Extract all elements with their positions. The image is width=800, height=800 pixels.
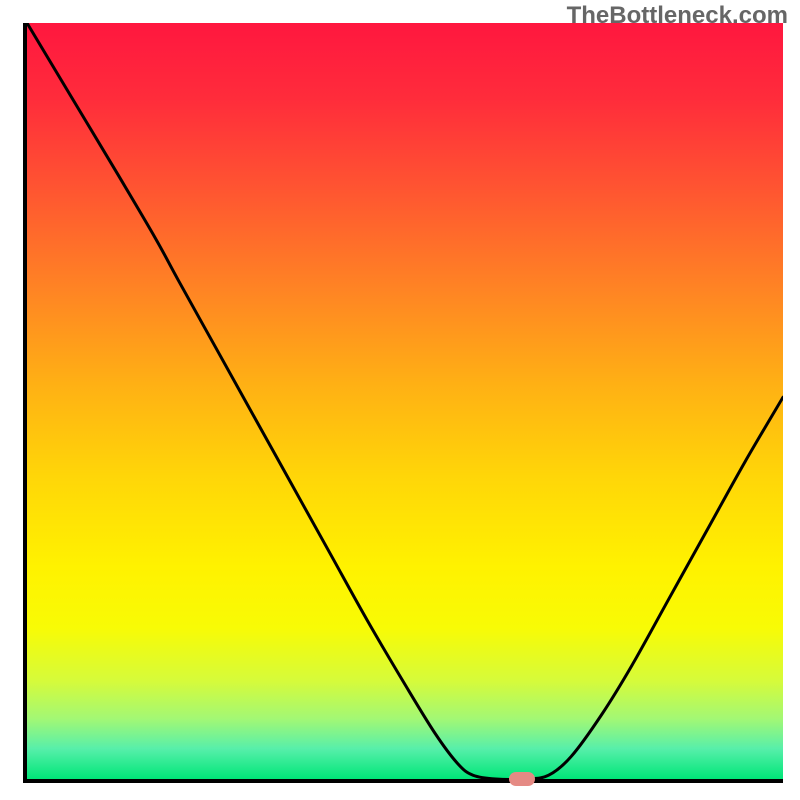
bottleneck-curve xyxy=(27,23,783,779)
watermark-text: TheBottleneck.com xyxy=(567,2,788,30)
plot-frame xyxy=(23,23,783,783)
curve-path xyxy=(27,23,783,779)
chart-container: TheBottleneck.com xyxy=(0,0,800,800)
optimal-point-marker xyxy=(509,772,535,786)
